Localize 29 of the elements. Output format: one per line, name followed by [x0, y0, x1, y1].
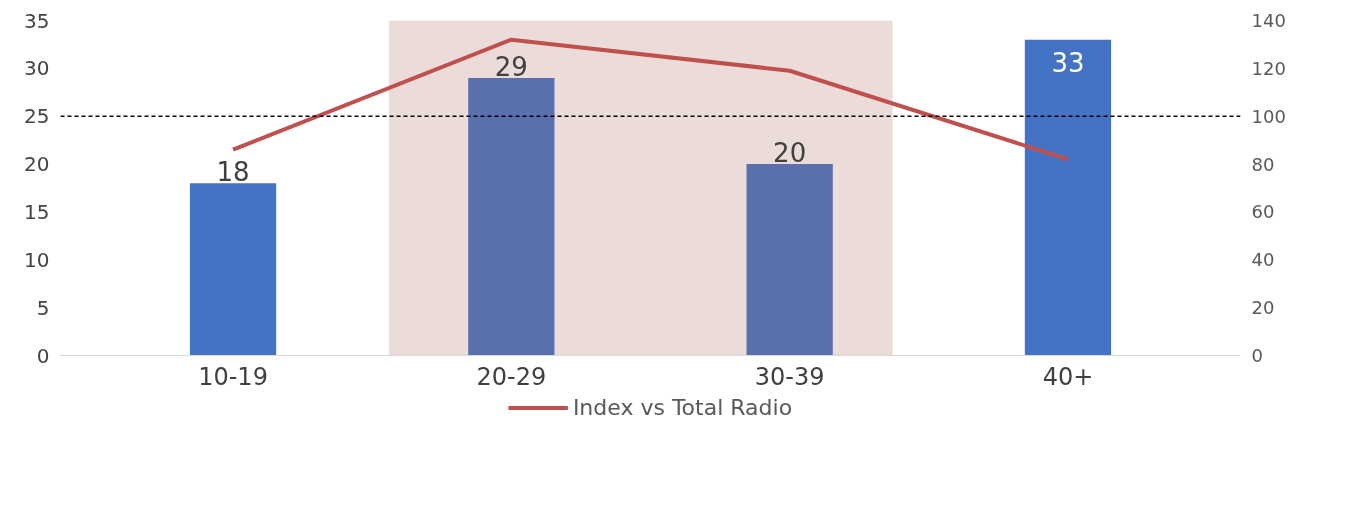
- bar: [189, 183, 277, 356]
- data-label: 33: [1051, 47, 1085, 78]
- y-tick-label: 20: [24, 152, 50, 177]
- legend-label: Index vs Total Radio: [572, 394, 793, 420]
- data-label: 20: [773, 138, 807, 169]
- y2-tick-label: 20: [1251, 297, 1275, 319]
- x-tick-label: 40+: [1042, 362, 1094, 391]
- y2-tick-label: 60: [1251, 201, 1275, 223]
- bar: [468, 77, 555, 356]
- y2-tick-label: 40: [1251, 249, 1275, 271]
- y-tick-label: 35: [24, 8, 50, 33]
- y2-tick-label: 0: [1251, 345, 1263, 366]
- y-tick-label: 15: [24, 199, 50, 224]
- x-tick-label: 10-19: [198, 362, 268, 391]
- x-tick-label: 20-29: [476, 362, 547, 391]
- y-tick-label: 5: [36, 295, 50, 320]
- x-tick-label: 30-39: [754, 362, 825, 391]
- y2-tick-label: 140: [1251, 10, 1286, 31]
- y-tick-label: 25: [24, 104, 50, 129]
- y-tick-label: 0: [36, 343, 50, 368]
- y2-tick-label: 120: [1251, 57, 1286, 79]
- y2-tick-label: 80: [1251, 153, 1275, 175]
- data-label: 18: [216, 157, 250, 188]
- y2-tick-label: 100: [1251, 105, 1286, 127]
- y-tick-label: 10: [24, 247, 50, 272]
- y-tick-label: 30: [24, 56, 50, 81]
- bar: [1024, 39, 1112, 356]
- data-label: 29: [494, 51, 528, 82]
- bar: [746, 164, 833, 356]
